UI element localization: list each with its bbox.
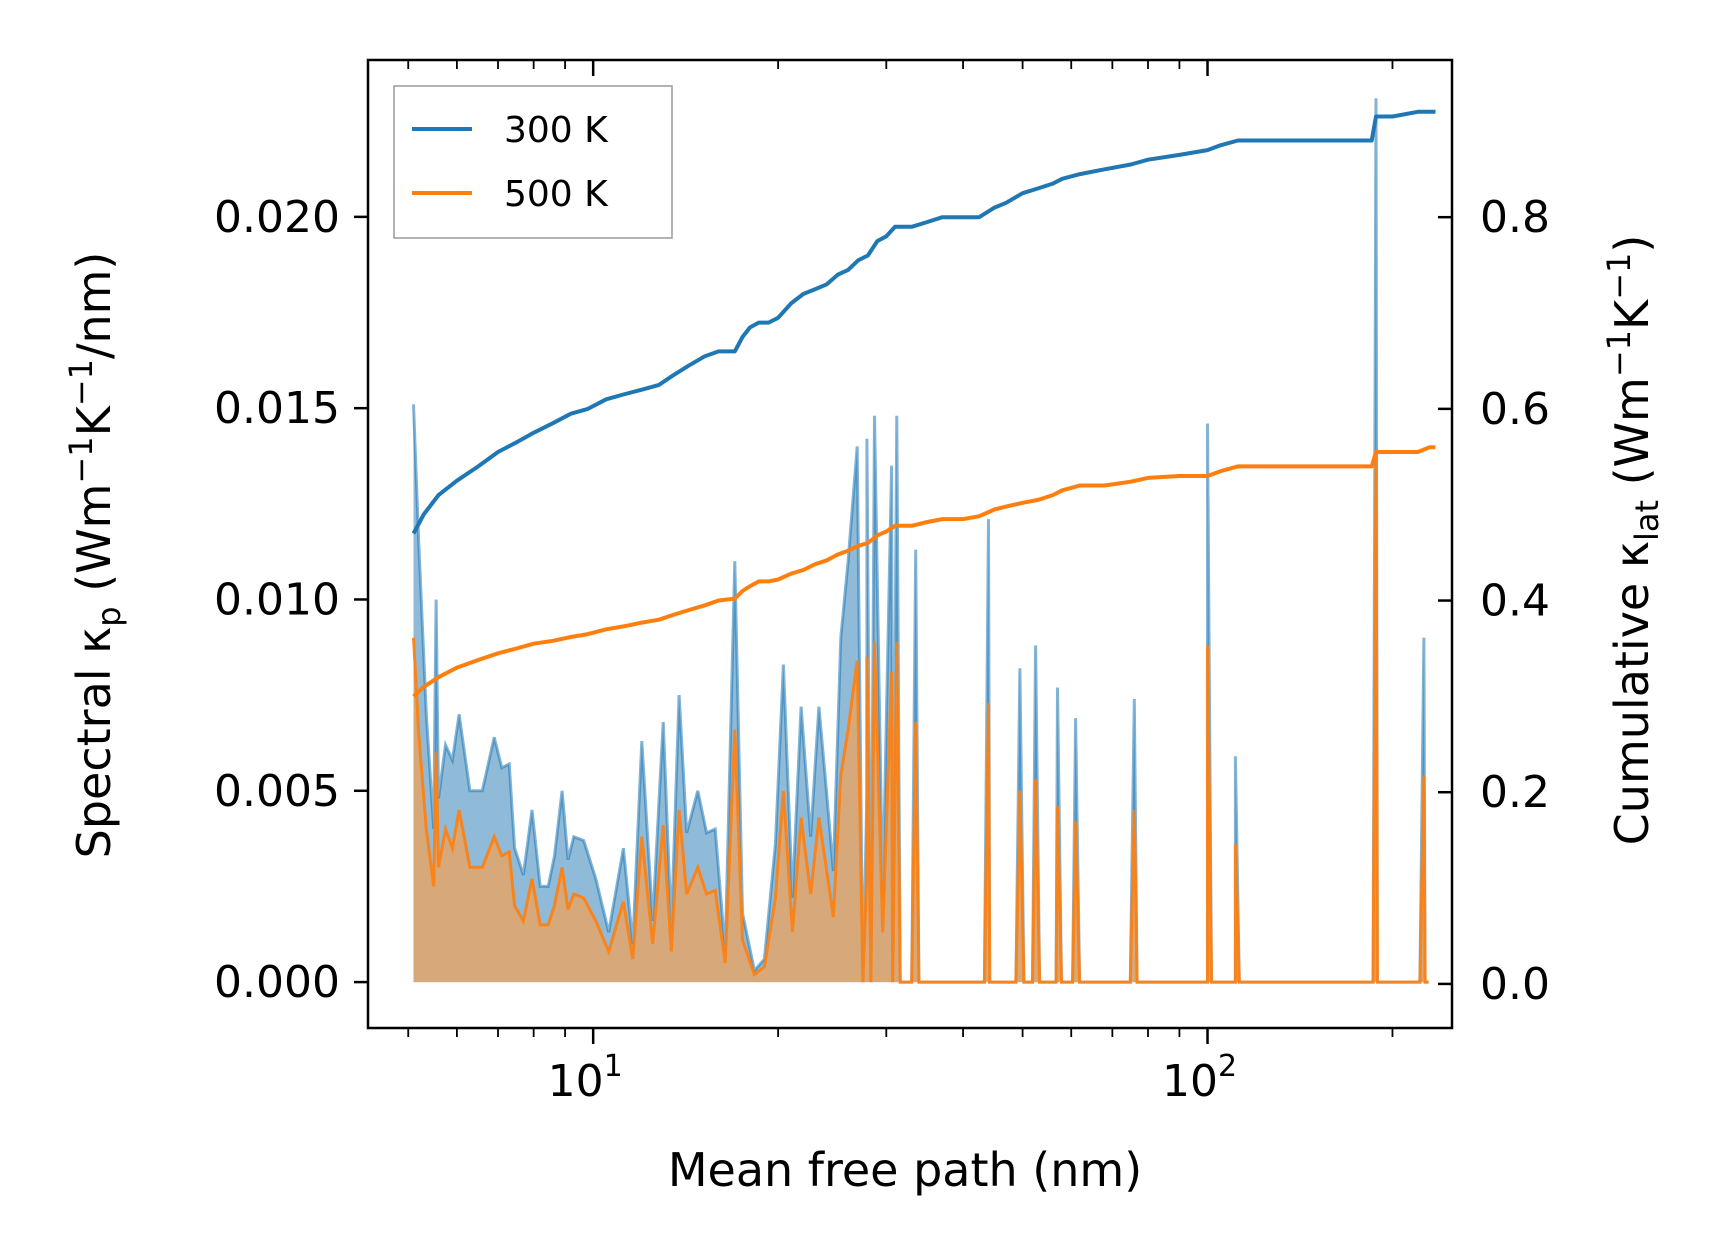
y-right-tick-label-3: 0.6: [1480, 384, 1550, 435]
spectral-fill-300k: [413, 98, 1429, 983]
y-right-tick-label-2: 0.4: [1480, 576, 1550, 627]
spectral-fill-500k: [413, 450, 1429, 983]
y-left-tick-label-0: 0.000: [214, 957, 340, 1008]
x-tick-label-0: 101: [548, 1049, 623, 1107]
cumulative-line-500k: [412, 445, 1436, 698]
y-axis-right-label: Cumulative κlat (Wm−1K−1): [1600, 235, 1666, 846]
y-left-tick-label-1: 0.005: [214, 766, 340, 817]
plot-clip-group: [411, 98, 1436, 984]
y-axis-left-label: Spectral κp (Wm−1K−1/nm): [62, 252, 128, 859]
legend-label-0: 300 K: [504, 110, 609, 151]
axes: 0.000 0.005 0.010 0.015 0.020 0.0 0.2 0.4 0.6 0.8…: [214, 58, 1550, 1107]
plot-area: [411, 98, 1436, 984]
legend-label-1: 500 K: [504, 174, 609, 215]
spectral-line-500k: [412, 450, 1429, 984]
y-left-label-sub: p: [90, 606, 128, 626]
legend: 300 K 500 K: [393, 85, 673, 239]
y-left-tick-label-4: 0.020: [214, 192, 340, 243]
x-axis-label: Mean free path (nm): [668, 1143, 1142, 1197]
y-left-label-prefix: Spectral κ: [67, 627, 121, 859]
y-left-tick-label-3: 0.015: [214, 383, 340, 434]
y-right-tick-label-0: 0.0: [1480, 959, 1550, 1010]
cumulative-line-300k: [411, 109, 1436, 535]
y-right-tick-label-4: 0.8: [1480, 192, 1550, 243]
x-tick-label-1: 102: [1162, 1049, 1237, 1107]
y-right-tick-label-1: 0.2: [1480, 767, 1550, 818]
y-left-label-mid: (Wm: [67, 484, 121, 607]
y-left-tick-label-2: 0.010: [214, 574, 340, 625]
axes-frame: [366, 58, 1454, 1030]
legend-box: [393, 85, 673, 239]
